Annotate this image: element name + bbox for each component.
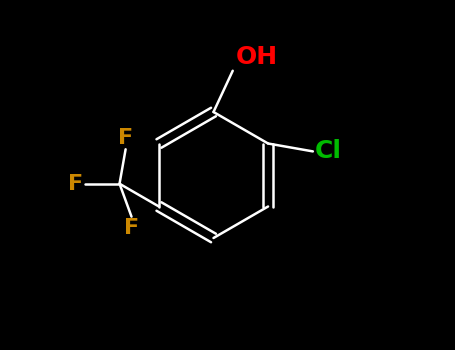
Text: F: F <box>124 218 139 238</box>
Text: F: F <box>118 127 133 148</box>
Text: OH: OH <box>236 45 278 69</box>
Text: F: F <box>68 174 83 194</box>
Text: Cl: Cl <box>314 139 342 163</box>
